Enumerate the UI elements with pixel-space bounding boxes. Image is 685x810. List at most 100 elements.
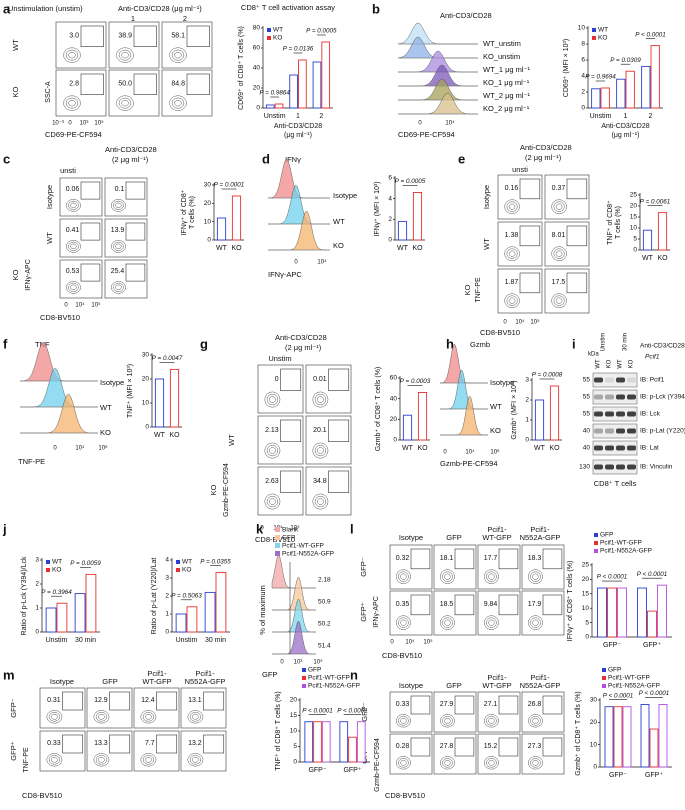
y-tick-label: 25 [582,562,590,569]
legend-swatch [602,676,606,680]
y-tick-label: 10 [582,605,590,612]
gate [203,734,225,754]
label: 2.18 [318,577,331,584]
gate [80,181,101,200]
y-tick-label: 0 [207,237,211,244]
x-tick-label: 2 [649,113,653,120]
gate-value: 2.63 [265,478,279,485]
bar [231,195,242,241]
contour [264,391,281,408]
y-tick-label: 5 [633,236,637,243]
contour [174,99,182,107]
band [616,394,625,400]
contour [65,49,79,61]
y-tick-label: 0 [388,237,392,244]
x-axis-label: Anti-CD3/CD28 [274,123,322,130]
label: KO_1 μg ml⁻¹ [483,78,530,87]
gate-value: 13.9 [111,227,125,234]
y-axis-label: TNF⁺ of CD8⁺ [607,200,614,245]
y-tick-label: 0 [165,629,169,636]
gate [498,737,519,757]
contour [145,756,152,763]
p-value: P = 0.0136 [283,46,314,53]
label: WT [11,39,20,51]
band [605,464,614,470]
contour [440,569,455,584]
legend-swatch [267,28,271,32]
bar [417,392,428,441]
y-tick-label: 0 [393,437,397,444]
contour [506,295,518,306]
x-tick-label: WT [402,445,414,452]
gate-value: 0.32 [396,555,410,562]
p-value: P = 0.5063 [171,592,202,599]
label: 0 [260,526,264,532]
gate-value: 38.9 [118,33,132,40]
contour [192,756,199,763]
contour [145,713,152,720]
contour [171,49,185,61]
contour [504,293,520,308]
band [594,464,603,470]
label: N552A-GFP [520,533,561,542]
contour [46,710,63,724]
p-value: P = 0.0001 [214,182,244,189]
bar [169,368,180,428]
bar [265,104,275,109]
y-tick-label: 20 [204,200,212,207]
bar [321,41,331,109]
y-tick-label: 5 [585,619,589,626]
y-tick-label: 60 [390,375,398,382]
contour [111,281,126,294]
contour [140,753,157,767]
gate [80,263,101,282]
label: Pcif1-WT-GFP [282,543,324,550]
bar [313,721,322,763]
chart-title: CD8⁺ T cell activation assay [241,3,335,12]
x-tick-label: Unstim [264,113,286,120]
gate-value: 13.2 [188,740,202,747]
gate-value: 25.4 [111,268,125,275]
label: IB: Pcif1 [640,377,665,384]
legend-swatch [46,560,50,564]
bar [549,385,560,441]
bar [604,706,614,768]
x-tick-label: WT [397,245,409,252]
x-tick-label: WT [216,245,228,252]
x-tick-label: 30 min [205,637,226,644]
label: WT [618,359,624,369]
label: Pcif1- [530,525,550,534]
contour [192,713,199,720]
gate [280,368,302,391]
legend-label: KO [182,567,191,574]
gate-value: 0.06 [66,186,80,193]
label: 10⁵ [530,319,540,326]
panel-letter: i [572,336,576,351]
x-tick-label: KO [417,445,428,452]
contour [484,714,499,728]
x-tick-label: KO [412,245,423,252]
legend-swatch [176,568,180,572]
contour [68,51,76,59]
label: Unstim [601,333,607,352]
label: KO [607,359,613,368]
label: KO [209,484,218,495]
band [605,445,614,451]
label: 55 [583,377,591,384]
label: 0 [503,320,507,326]
label: 0 [418,121,422,127]
contour [444,717,451,724]
gate-value: 17.9 [528,601,542,608]
label: Anti-CD3/CD28 [440,11,492,20]
label: Anti-CD3/CD28 (μg ml⁻¹) [118,4,202,13]
contour [68,241,79,251]
label: WT_2 μg ml⁻¹ [483,91,531,100]
band [616,428,625,434]
y-axis-label: T cells (%) [615,206,622,239]
band [627,464,636,470]
contour [93,710,110,724]
contour [440,615,455,630]
contour [442,617,453,628]
gate [410,548,431,570]
label: KO [463,284,472,295]
